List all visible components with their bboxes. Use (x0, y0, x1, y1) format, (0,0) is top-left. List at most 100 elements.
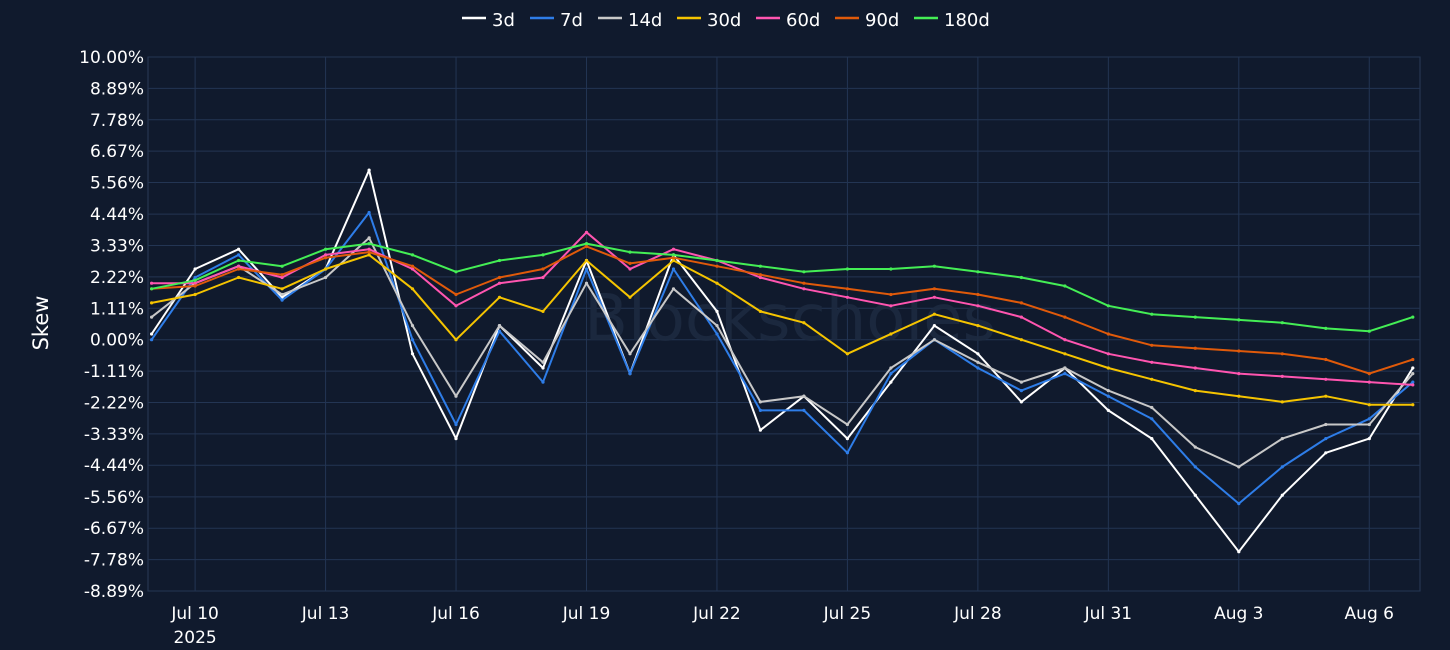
point-3d (715, 309, 719, 313)
grid (147, 56, 1421, 592)
point-180d (1280, 321, 1284, 325)
point-180d (541, 253, 545, 257)
point-14d (150, 315, 154, 319)
point-30d (802, 321, 806, 325)
legend-item-180d[interactable]: 180d (914, 10, 990, 31)
x-tick-label: Aug 3 (1214, 604, 1263, 624)
point-90d (1019, 301, 1024, 305)
point-180d (584, 242, 589, 246)
legend-label-7d: 7d (560, 10, 583, 31)
point-60d (280, 275, 284, 280)
x-tick-label: Jul 25 (823, 604, 872, 624)
point-180d (802, 270, 806, 274)
point-30d (758, 309, 763, 313)
legend-label-90d: 90d (865, 10, 899, 31)
point-180d (1063, 284, 1067, 288)
point-30d (1019, 338, 1024, 342)
point-60d (1019, 315, 1024, 319)
point-14d (324, 275, 328, 280)
point-180d (845, 267, 850, 271)
point-60d (410, 267, 415, 271)
point-180d (237, 258, 241, 263)
point-3d (1237, 550, 1241, 554)
point-90d (1237, 349, 1241, 353)
point-60d (150, 281, 154, 285)
point-14d (802, 394, 806, 398)
point-180d (1019, 275, 1024, 280)
point-3d (541, 366, 545, 370)
point-90d (497, 275, 502, 280)
x-tick-label: Jul 28 (953, 604, 1002, 624)
series-line-30d (151, 253, 1413, 406)
point-7d (1063, 372, 1067, 376)
point-180d (976, 270, 980, 274)
legend-item-60d[interactable]: 60d (756, 10, 820, 31)
point-7d (454, 422, 458, 427)
point-7d (1411, 380, 1415, 384)
point-7d (671, 267, 676, 271)
point-14d (671, 287, 676, 291)
point-180d (1411, 315, 1415, 319)
point-3d (758, 428, 763, 432)
point-180d (497, 258, 502, 263)
point-7d (802, 408, 806, 412)
point-180d (1367, 329, 1371, 333)
point-14d (889, 366, 893, 370)
point-30d (1280, 400, 1284, 404)
point-180d (193, 278, 197, 282)
point-14d (1324, 422, 1328, 427)
point-3d (1019, 400, 1024, 404)
point-7d (541, 380, 545, 384)
point-3d (845, 437, 850, 441)
legend-item-30d[interactable]: 30d (677, 10, 741, 31)
point-180d (758, 264, 763, 268)
legend-label-180d: 180d (944, 10, 990, 31)
point-3d (1193, 493, 1197, 497)
point-180d (150, 287, 154, 291)
point-3d (889, 380, 893, 384)
legend-label-3d: 3d (492, 10, 515, 31)
point-14d (1106, 389, 1110, 393)
point-14d (715, 324, 719, 328)
point-30d (541, 309, 545, 313)
point-7d (845, 451, 850, 455)
point-3d (237, 247, 241, 251)
point-180d (715, 258, 719, 263)
point-7d (1280, 465, 1284, 469)
point-14d (1193, 445, 1197, 449)
legend-item-14d[interactable]: 14d (598, 10, 662, 31)
point-7d (889, 372, 893, 376)
y-tick-label: -5.56% (84, 488, 144, 508)
point-60d (1063, 338, 1067, 342)
point-7d (410, 338, 415, 342)
point-30d (1063, 352, 1067, 356)
point-7d (237, 253, 241, 257)
point-180d (628, 250, 632, 254)
point-3d (1106, 408, 1110, 412)
point-60d (1280, 374, 1284, 378)
point-30d (715, 281, 719, 285)
point-60d (671, 247, 676, 251)
legend[interactable]: 3d 7d 14d 30d 60d 90d 180d (462, 10, 990, 31)
y-axis-ticks: 10.00% 8.89% 7.78% 6.67% 5.56% 4.44% 3.33% 2.22… (79, 48, 144, 602)
point-90d (1193, 346, 1197, 350)
point-14d (367, 236, 371, 240)
point-7d (150, 338, 154, 342)
point-60d (454, 304, 458, 308)
point-7d (497, 329, 502, 333)
point-14d (845, 422, 850, 427)
point-60d (845, 295, 850, 299)
point-60d (802, 287, 806, 291)
point-90d (1280, 352, 1284, 356)
legend-item-3d[interactable]: 3d (462, 10, 515, 31)
point-60d (976, 304, 980, 308)
y-tick-label: -4.44% (84, 456, 144, 476)
legend-item-7d[interactable]: 7d (530, 10, 583, 31)
x-tick-label: Jul 31 (1084, 604, 1133, 624)
y-axis-label: Skew (29, 296, 53, 351)
point-30d (889, 332, 893, 336)
point-180d (1106, 304, 1110, 308)
legend-item-90d[interactable]: 90d (835, 10, 899, 31)
